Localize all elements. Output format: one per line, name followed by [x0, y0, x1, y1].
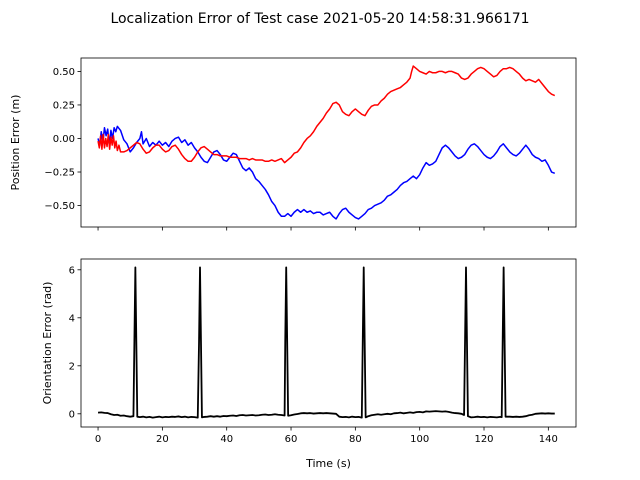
- orientation-y-axis-label: Orientation Error (rad): [41, 282, 54, 405]
- orientation-y-tick-label: 6: [69, 265, 75, 276]
- orientation-x-tick-label: 80: [349, 434, 362, 445]
- orientation-series-line-0: [97, 266, 555, 419]
- position-y-tick-label: 0.25: [53, 100, 75, 111]
- position-series-line-1: [97, 65, 556, 164]
- orientation-x-tick-label: 100: [410, 434, 429, 445]
- orientation-x-tick-label: 140: [539, 434, 558, 445]
- position-y-tick-label: 0.00: [53, 134, 75, 145]
- position-y-tick-label: −0.50: [44, 201, 75, 212]
- orientation-x-axis-label: Time (s): [305, 457, 351, 470]
- position-y-axis-label: Position Error (m): [9, 95, 22, 191]
- orientation-error-subplot: 0 20 40 60 80 100 120 140 0 2 4 6 Orientation Error …: [41, 258, 577, 470]
- position-y-tick-label: 0.50: [53, 67, 75, 78]
- orientation-y-tick-label: 2: [69, 361, 75, 372]
- orientation-x-tick-label: 120: [474, 434, 493, 445]
- figure-title: Localization Error of Test case 2021-05-…: [110, 11, 529, 27]
- orientation-x-tick-label: 20: [156, 434, 169, 445]
- orientation-x-tick-label: 60: [285, 434, 298, 445]
- orientation-y-tick-label: 4: [69, 313, 75, 324]
- position-y-tick-label: −0.25: [44, 168, 75, 179]
- position-axes-frame: [80, 57, 577, 228]
- orientation-y-tick-label: 0: [69, 409, 75, 420]
- position-error-subplot: −0.50 −0.25 0.00 0.25 0.50 Position Error (m): [9, 57, 577, 231]
- orientation-x-tick-label: 40: [220, 434, 233, 445]
- orientation-x-tick-label: 0: [95, 434, 101, 445]
- orientation-axes-frame: [80, 258, 577, 428]
